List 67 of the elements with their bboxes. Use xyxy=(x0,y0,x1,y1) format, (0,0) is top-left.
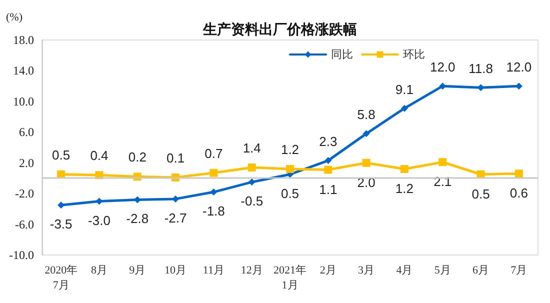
point xyxy=(58,202,65,209)
point xyxy=(324,166,332,174)
data-label: -0.5 xyxy=(240,194,264,209)
data-label: 12.0 xyxy=(506,60,532,75)
y-tick-label: -10.0 xyxy=(9,248,34,262)
data-label: 0.2 xyxy=(128,150,146,165)
x-tick-label: 3月 xyxy=(358,264,375,276)
data-label: -3.0 xyxy=(88,212,110,228)
y-tick-label: 14.0 xyxy=(13,64,34,78)
y-tick-label: -6.0 xyxy=(15,217,34,232)
data-label: 2.3 xyxy=(319,134,338,150)
point xyxy=(286,165,294,173)
data-label: 0.1 xyxy=(166,150,185,166)
x-tick-label: 10月 xyxy=(164,264,187,276)
x-tick-label: 2021年 1月 xyxy=(274,264,306,292)
point xyxy=(172,195,180,202)
point xyxy=(362,130,370,138)
data-label: -1.8 xyxy=(202,204,225,219)
point xyxy=(438,158,447,166)
x-tick-label: 4月 xyxy=(396,264,413,276)
data-label: -2.8 xyxy=(126,211,149,226)
data-label: 0.6 xyxy=(510,186,528,201)
data-label: 0.5 xyxy=(472,186,490,202)
data-label: 5.8 xyxy=(357,107,376,122)
y-axis-title: (%) xyxy=(6,12,23,24)
x-tick-label: 5月 xyxy=(434,264,451,276)
point xyxy=(477,84,484,92)
x-tick-label: 7月 xyxy=(510,264,528,276)
data-label: 1.4 xyxy=(242,140,261,156)
data-label: 9.1 xyxy=(395,82,414,97)
point xyxy=(324,157,332,164)
point xyxy=(210,168,218,177)
data-label: 1.1 xyxy=(319,182,338,197)
y-tick-label: 10.0 xyxy=(13,94,34,108)
data-label: -3.5 xyxy=(50,216,72,232)
y-tick-label: 18.0 xyxy=(13,33,34,47)
legend-label: 同比 xyxy=(331,48,353,61)
x-tick-label: 2月 xyxy=(320,264,336,276)
data-label: 12.0 xyxy=(430,60,456,75)
data-label: 0.5 xyxy=(280,186,300,201)
x-tick-label: 8月 xyxy=(90,264,108,276)
point xyxy=(514,170,523,178)
point xyxy=(96,198,103,205)
point xyxy=(248,178,256,186)
point xyxy=(400,104,408,112)
data-label: 11.8 xyxy=(468,61,493,76)
point xyxy=(248,163,256,172)
x-tick-label: 9月 xyxy=(129,264,146,276)
x-tick-label: 2020年 7月 xyxy=(44,264,78,292)
x-tick-label: 11月 xyxy=(202,264,224,276)
y-tick-label: 6.0 xyxy=(19,125,34,140)
point xyxy=(210,188,218,196)
data-label: 1.2 xyxy=(280,142,300,157)
data-label: 0.5 xyxy=(52,147,70,162)
data-label: 1.2 xyxy=(395,181,414,196)
point xyxy=(362,158,370,167)
y-tick-label: -2.0 xyxy=(15,186,34,201)
point xyxy=(134,196,141,204)
legend-label: 环比 xyxy=(403,48,425,61)
x-tick-label: 6月 xyxy=(472,264,490,276)
y-tick-label: 2.0 xyxy=(19,156,34,170)
x-tick-label: 12月 xyxy=(240,264,263,276)
point xyxy=(400,165,408,173)
data-label: 0.4 xyxy=(90,148,108,164)
data-label: 0.7 xyxy=(204,146,223,161)
data-label: -2.7 xyxy=(164,210,187,226)
chart-title: 生产资料出厂价格涨跌幅 xyxy=(202,21,357,38)
